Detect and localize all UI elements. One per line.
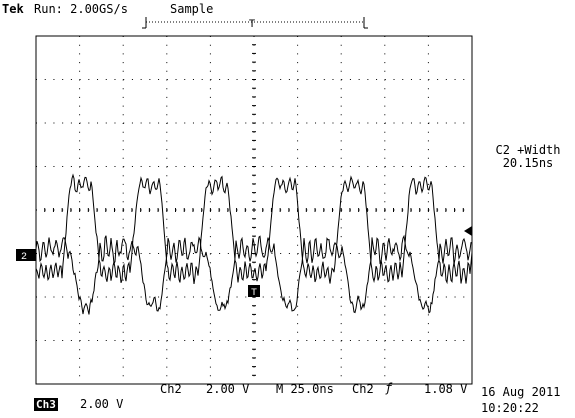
trigger-position-marker: T bbox=[249, 19, 256, 31]
ch3-label: Ch3 bbox=[34, 398, 58, 411]
record-bracket bbox=[142, 17, 368, 29]
trigger-point-marker: T bbox=[248, 285, 260, 299]
trigger-source: Ch2 bbox=[352, 382, 374, 396]
trigger-slope-icon: ƒ bbox=[385, 381, 393, 395]
measurement-value: 20.15ns bbox=[502, 156, 554, 170]
date: 16 Aug 2011 bbox=[481, 385, 561, 399]
brand-label: Tek bbox=[2, 2, 24, 16]
run-status: Run: 2.00GS/s bbox=[34, 2, 128, 16]
acquisition-mode: Sample bbox=[170, 2, 214, 16]
ch3-scale: 2.00 V bbox=[80, 397, 124, 411]
ch3-trace bbox=[35, 234, 472, 315]
svg-text:T: T bbox=[251, 288, 257, 299]
ch2-ground-marker[interactable]: 2 bbox=[16, 249, 36, 263]
time: 10:20:22 bbox=[481, 401, 539, 415]
measurement-label: C2 +Width bbox=[495, 143, 561, 157]
ch2-label: Ch2 bbox=[160, 382, 182, 396]
ch2-scale: 2.00 V bbox=[206, 382, 250, 396]
timebase: M 25.0ns bbox=[276, 382, 334, 396]
svg-text:2: 2 bbox=[21, 252, 27, 263]
trigger-level: 1.08 V bbox=[424, 382, 468, 396]
graticule-grid bbox=[35, 35, 473, 385]
trigger-level-arrow bbox=[464, 226, 472, 236]
ch2-trace bbox=[35, 173, 473, 285]
